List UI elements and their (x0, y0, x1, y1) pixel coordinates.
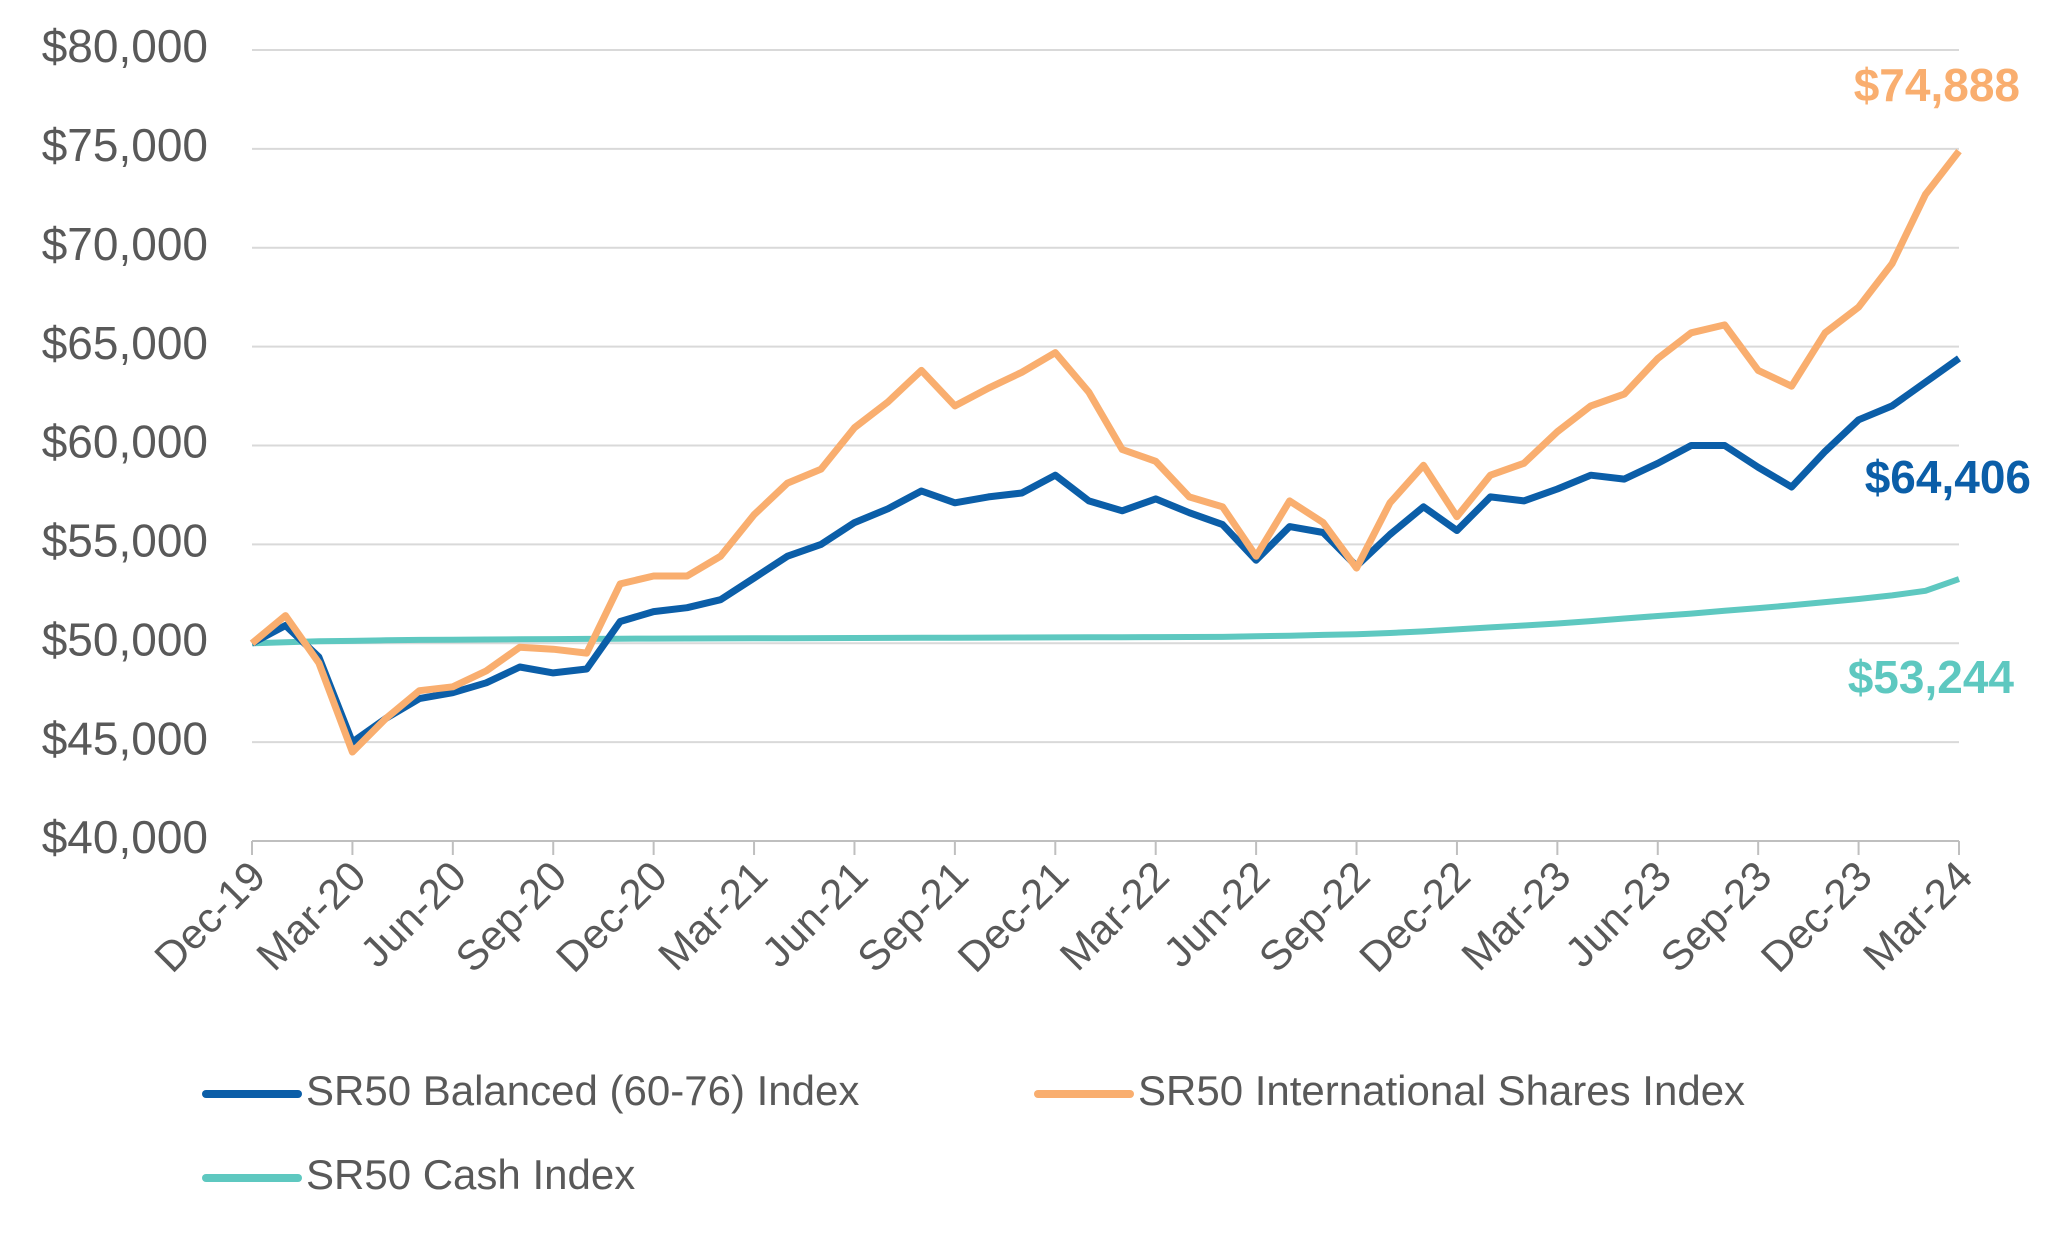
end-label: $53,244 (1848, 651, 2015, 703)
y-tick-label: $55,000 (42, 515, 208, 567)
series-line (250, 355, 1962, 746)
x-tick-label: Sep-20 (446, 852, 575, 981)
y-tick-label: $50,000 (42, 613, 208, 665)
x-tick-label: Mar-21 (649, 852, 776, 979)
end-label: $74,888 (1854, 59, 2020, 111)
x-tick-label: Dec-22 (1350, 852, 1479, 981)
y-tick-label: $80,000 (42, 20, 208, 72)
y-tick-label: $65,000 (42, 317, 208, 369)
y-tick-label: $70,000 (42, 218, 208, 270)
end-label: $64,406 (1865, 451, 2031, 503)
x-tick-label: Sep-23 (1651, 852, 1780, 981)
x-tick-label: Mar-20 (247, 852, 374, 979)
y-tick-label: $60,000 (42, 416, 208, 468)
series-line (251, 576, 1960, 647)
x-tick-label: Sep-22 (1250, 852, 1379, 981)
legend-label: SR50 International Shares Index (1138, 1067, 1745, 1114)
x-tick-label: Sep-21 (848, 852, 977, 981)
x-tick-label: Mar-23 (1452, 852, 1579, 979)
y-tick-label: $40,000 (42, 811, 208, 863)
y-tick-label: $45,000 (42, 712, 208, 764)
x-tick-label: Dec-19 (145, 852, 274, 981)
x-tick-label: Mar-24 (1854, 852, 1981, 979)
y-tick-label: $75,000 (42, 119, 208, 171)
x-tick-label: Mar-22 (1051, 852, 1178, 979)
x-tick-label: Dec-21 (949, 852, 1078, 981)
x-tick-label: Dec-20 (547, 852, 676, 981)
series-line (249, 148, 1962, 756)
legend-label: SR50 Balanced (60-76) Index (306, 1067, 859, 1114)
x-tick-label: Dec-23 (1752, 852, 1881, 981)
legend-label: SR50 Cash Index (306, 1151, 635, 1198)
